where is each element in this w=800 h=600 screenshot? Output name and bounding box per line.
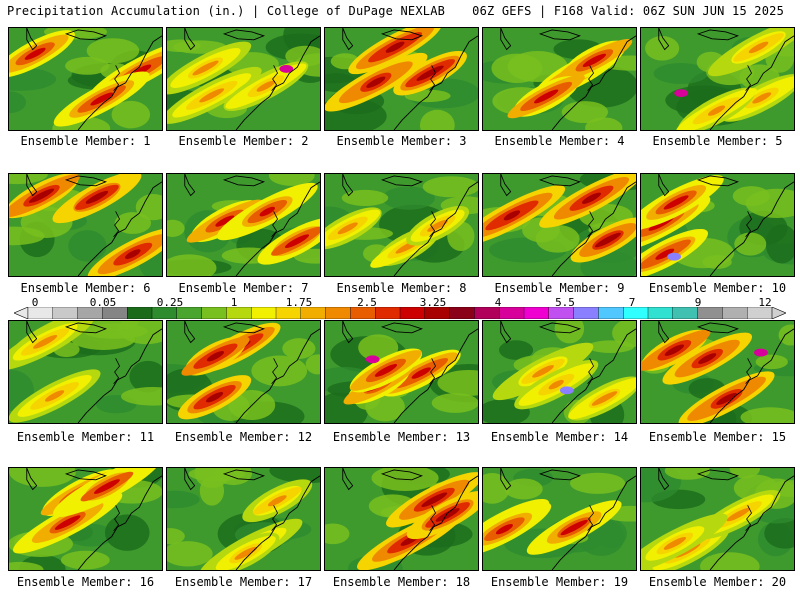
colorbar-tick-label: 1 [230, 296, 238, 309]
member-caption-3: Ensemble Member: 3 [336, 134, 467, 148]
member-caption-1: Ensemble Member: 1 [20, 134, 151, 148]
ensemble-map-member-5 [640, 27, 795, 131]
ensemble-map-member-13 [324, 320, 479, 424]
colorbar-min-arrow [14, 307, 29, 319]
member-caption-13: Ensemble Member: 13 [332, 430, 471, 444]
ensemble-map-member-9 [482, 173, 637, 277]
member-caption-7: Ensemble Member: 7 [178, 281, 309, 295]
member-caption-11: Ensemble Member: 11 [16, 430, 155, 444]
colorbar-tick-label: 0 [31, 296, 39, 309]
member-caption-10: Ensemble Member: 10 [648, 281, 787, 295]
member-caption-19: Ensemble Member: 19 [490, 575, 629, 589]
colorbar-swatch [623, 307, 649, 319]
ensemble-map-member-10 [640, 173, 795, 277]
colorbar-swatch [697, 307, 723, 319]
colorbar-swatch [647, 307, 674, 319]
ensemble-map-member-20 [640, 467, 795, 571]
colorbar-swatch [449, 307, 475, 319]
colorbar-swatch [523, 307, 550, 319]
ensemble-map-member-8 [324, 173, 479, 277]
member-caption-20: Ensemble Member: 20 [648, 575, 787, 589]
colorbar-swatch [126, 307, 153, 319]
ensemble-map-member-17 [166, 467, 321, 571]
member-caption-2: Ensemble Member: 2 [178, 134, 309, 148]
colorbar-swatch [499, 307, 525, 319]
ensemble-map-member-1 [8, 27, 163, 131]
ensemble-map-member-3 [324, 27, 479, 131]
ensemble-map-member-14 [482, 320, 637, 424]
member-caption-16: Ensemble Member: 16 [16, 575, 155, 589]
ensemble-map-member-15 [640, 320, 795, 424]
member-caption-14: Ensemble Member: 14 [490, 430, 629, 444]
page-title: Precipitation Accumulation (in.) | Colle… [7, 4, 446, 18]
ensemble-map-member-11 [8, 320, 163, 424]
colorbar-swatch [52, 307, 78, 319]
colorbar-tick-label: 12 [758, 296, 772, 309]
colorbar-tick-label: 2.5 [357, 296, 377, 309]
ensemble-map-member-12 [166, 320, 321, 424]
colorbar-swatch [573, 307, 599, 319]
ensemble-map-member-19 [482, 467, 637, 571]
member-caption-12: Ensemble Member: 12 [174, 430, 313, 444]
colorbar-tick-label: 0.05 [89, 296, 117, 309]
colorbar-swatch [325, 307, 351, 319]
member-caption-8: Ensemble Member: 8 [336, 281, 467, 295]
colorbar-swatch [250, 307, 277, 319]
colorbar-swatch [375, 307, 401, 319]
member-caption-4: Ensemble Member: 4 [494, 134, 625, 148]
ensemble-map-member-4 [482, 27, 637, 131]
ensemble-map-member-2 [166, 27, 321, 131]
colorbar-tick-label: 9 [694, 296, 702, 309]
colorbar-tick-label: 0.25 [156, 296, 184, 309]
colorbar-swatch [201, 307, 227, 319]
ensemble-map-member-16 [8, 467, 163, 571]
valid-time-label: 06Z GEFS | F168 Valid: 06Z SUN JUN 15 20… [472, 4, 784, 18]
colorbar-swatch [722, 307, 748, 319]
precipitation-colorbar [14, 307, 786, 319]
colorbar-tick-label: 3.25 [419, 296, 447, 309]
colorbar-tick-label: 7 [628, 296, 636, 309]
member-caption-18: Ensemble Member: 18 [332, 575, 471, 589]
member-caption-15: Ensemble Member: 15 [648, 430, 787, 444]
member-caption-6: Ensemble Member: 6 [20, 281, 151, 295]
member-caption-9: Ensemble Member: 9 [494, 281, 625, 295]
member-caption-5: Ensemble Member: 5 [652, 134, 783, 148]
colorbar-tick-label: 1.75 [285, 296, 313, 309]
colorbar-tick-label: 5.5 [555, 296, 575, 309]
member-caption-17: Ensemble Member: 17 [174, 575, 313, 589]
ensemble-map-member-7 [166, 173, 321, 277]
ensemble-map-member-6 [8, 173, 163, 277]
colorbar-tick-label: 4 [494, 296, 502, 309]
colorbar-swatch [598, 307, 624, 319]
colorbar-max-arrow [771, 307, 786, 319]
ensemble-map-member-18 [324, 467, 479, 571]
